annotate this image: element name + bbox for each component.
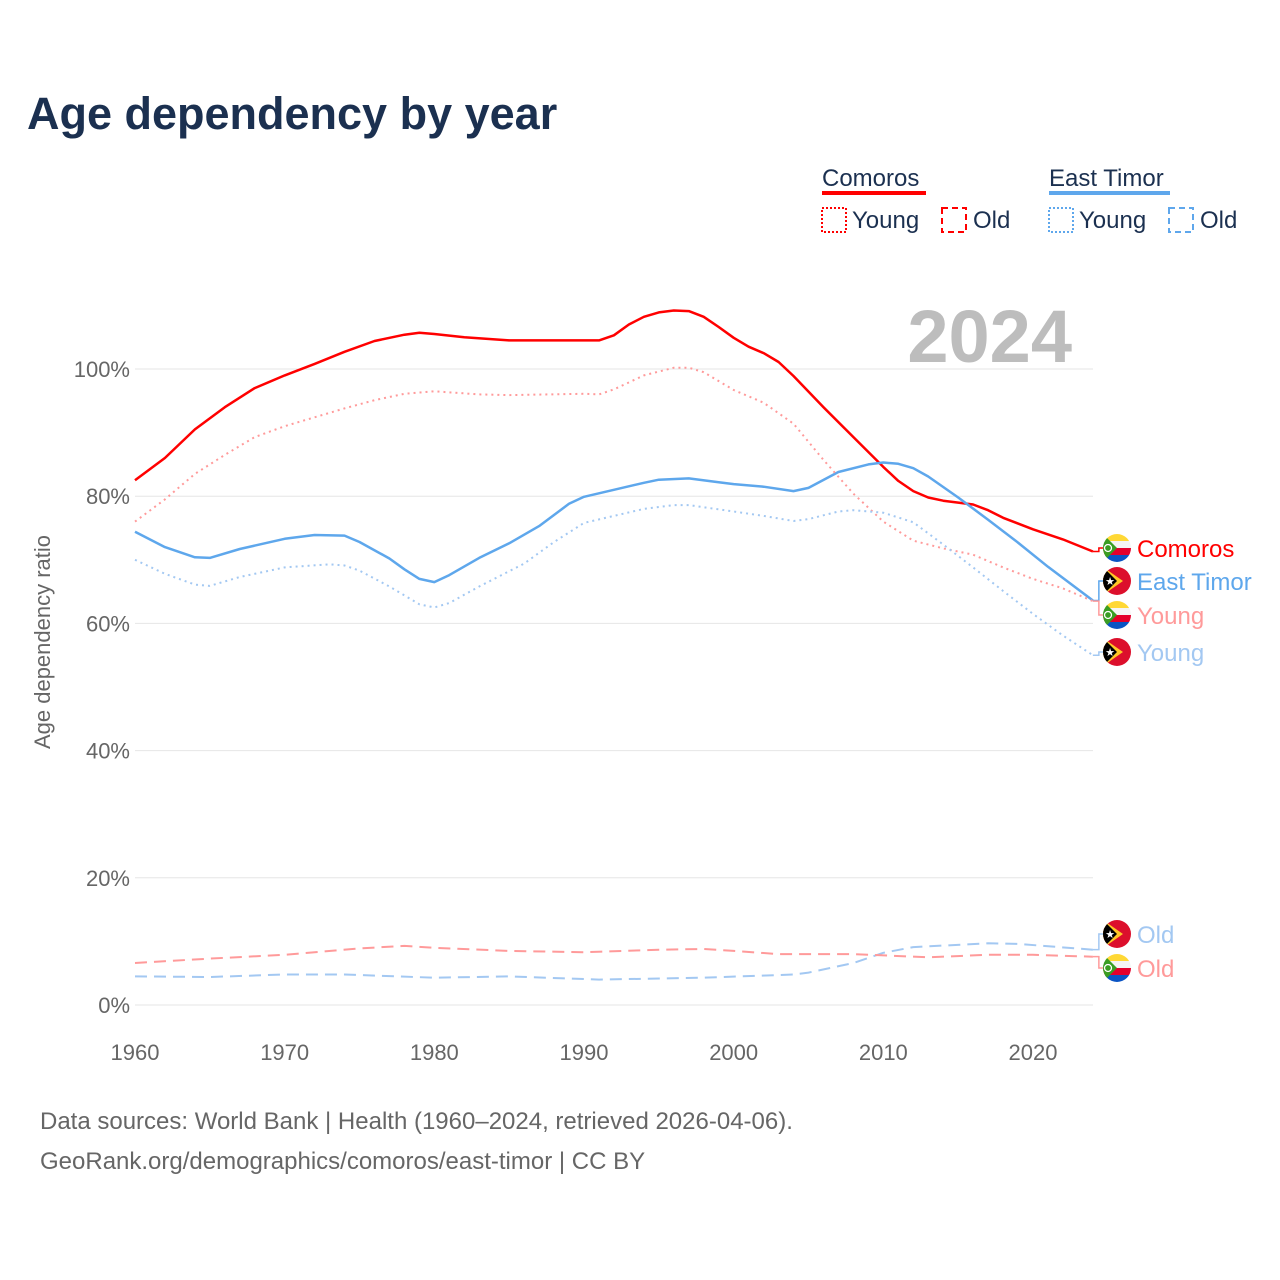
legend-country-comoros: Comoros — [822, 165, 919, 192]
flag-triangle-black — [1103, 567, 1117, 595]
flag-comoros-icon — [1103, 534, 1131, 562]
series-line-east-timor-young — [134, 504, 1094, 657]
end-label: East Timor — [1137, 569, 1252, 596]
flag-triangle-black — [1103, 638, 1117, 666]
label-connector — [1092, 955, 1103, 969]
y-tick-label: 100% — [74, 357, 130, 382]
flag-timor-icon: ★ — [1103, 920, 1131, 948]
flag-stripe — [1103, 615, 1131, 622]
flag-crescent — [1103, 963, 1113, 973]
legend-color-bar — [1049, 191, 1170, 195]
legend-young-swatch — [1048, 207, 1074, 233]
label-connector — [1092, 651, 1103, 656]
legend-country-east-timor: East Timor — [1049, 165, 1164, 192]
y-tick-label: 0% — [98, 993, 130, 1018]
credit-link[interactable]: GeoRank.org/demographics/comoros/east-ti… — [40, 1148, 646, 1175]
flag-crescent — [1103, 610, 1113, 620]
flag-stripe — [1103, 601, 1131, 608]
x-tick-label: 2010 — [859, 1040, 908, 1065]
flag-stripe — [1103, 541, 1131, 548]
legend-young-swatch — [821, 207, 847, 233]
series-line-comoros-young — [134, 366, 1094, 603]
legend-young-label: Young — [852, 207, 919, 234]
y-tick-label: 60% — [86, 611, 130, 636]
label-connector — [1092, 600, 1103, 616]
label-connector — [1092, 933, 1103, 951]
end-label: Old — [1137, 922, 1174, 949]
year-label: 2024 — [907, 295, 1072, 378]
flag-stripe — [1103, 548, 1131, 555]
flag-triangle — [1103, 954, 1117, 982]
series-line-comoros — [134, 309, 1094, 553]
flag-comoros-icon — [1103, 601, 1131, 629]
x-tick-label: 1980 — [410, 1040, 459, 1065]
flag-star: ★ — [1105, 929, 1115, 941]
legend-old-swatch — [941, 207, 967, 233]
series-line-comoros-old — [134, 944, 1093, 964]
flag-stripe — [1103, 954, 1131, 961]
end-label: Old — [1137, 956, 1174, 983]
end-label: Young — [1137, 603, 1204, 630]
y-tick-label: 40% — [86, 739, 130, 764]
flag-timor-icon: ★ — [1103, 638, 1131, 666]
flag-stripe — [1103, 975, 1131, 982]
flag-star: ★ — [1105, 647, 1115, 659]
flag-stripe — [1103, 622, 1131, 629]
flag-crescent — [1103, 543, 1113, 553]
x-tick-label: 2020 — [1009, 1040, 1058, 1065]
end-label: Comoros — [1137, 536, 1234, 563]
flag-stripe — [1103, 608, 1131, 615]
x-tick-label: 1990 — [560, 1040, 609, 1065]
label-connector — [1092, 580, 1103, 602]
end-label: Young — [1137, 640, 1204, 667]
legend-young-label: Young — [1079, 207, 1146, 234]
flag-comoros-icon — [1103, 954, 1131, 982]
flag-stripe — [1103, 534, 1131, 541]
flag-timor-icon: ★ — [1103, 567, 1131, 595]
flag-star: ★ — [1105, 576, 1115, 588]
y-tick-label: 80% — [86, 484, 130, 509]
legend-old-label: Old — [1200, 207, 1237, 234]
flag-stripe — [1103, 961, 1131, 968]
legend-old-swatch — [1168, 207, 1194, 233]
flag-stripe — [1103, 968, 1131, 975]
x-tick-label: 1970 — [260, 1040, 309, 1065]
label-connector — [1092, 547, 1103, 553]
flag-triangle — [1103, 601, 1117, 629]
flag-triangle-black — [1103, 920, 1117, 948]
y-tick-label: 20% — [86, 866, 130, 891]
series-line-east-timor-old — [134, 942, 1093, 981]
flag-triangle — [1103, 534, 1117, 562]
series-line-east-timor — [134, 461, 1094, 602]
x-tick-label: 2000 — [709, 1040, 758, 1065]
legend-old-label: Old — [973, 207, 1010, 234]
x-tick-label: 1960 — [111, 1040, 160, 1065]
flag-stripe — [1103, 555, 1131, 562]
data-source-note: Data sources: World Bank | Health (1960–… — [40, 1108, 793, 1135]
chart-title: Age dependency by year — [27, 88, 558, 139]
legend-color-bar — [822, 191, 926, 195]
y-axis-label: Age dependency ratio — [30, 535, 55, 749]
